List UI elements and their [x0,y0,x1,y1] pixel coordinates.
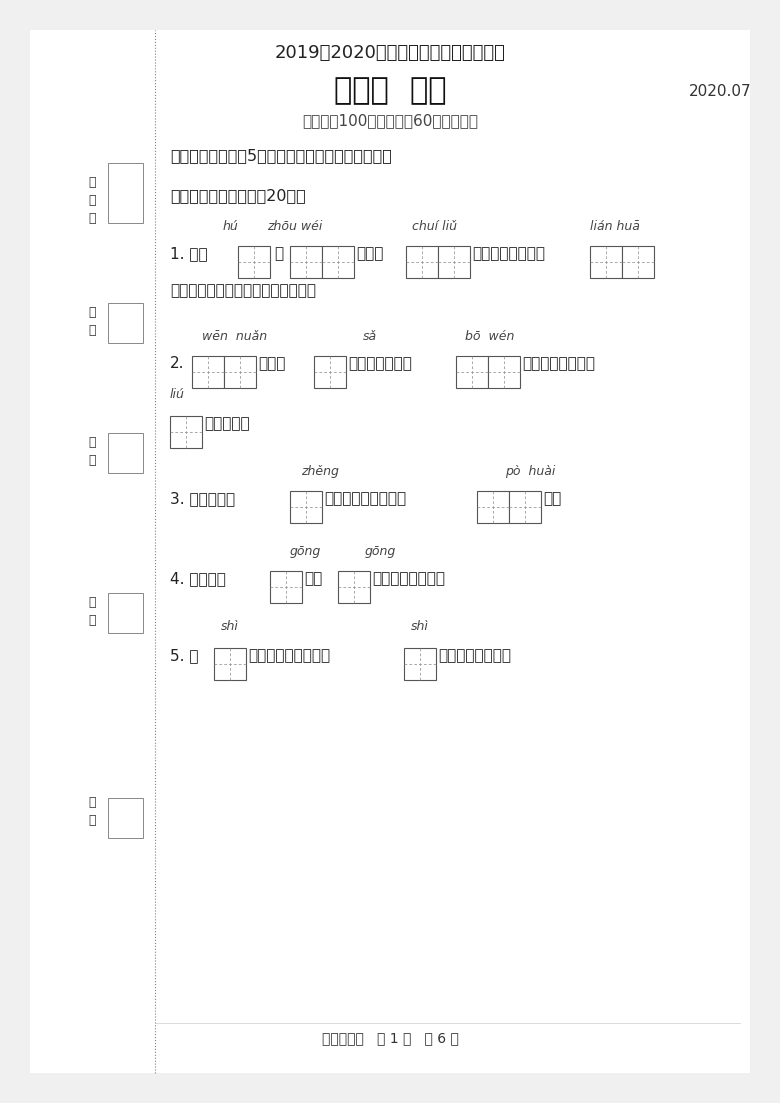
Text: 它。: 它。 [543,492,562,506]
Text: shì: shì [411,620,429,632]
Bar [224,356,256,388]
Text: 各样的花把我们的教: 各样的花把我们的教 [248,649,330,664]
Text: 学: 学 [88,796,96,810]
Bar [509,491,541,523]
Text: ，每当夏天来临，: ，每当夏天来临， [472,246,545,261]
Text: shì: shì [221,620,239,632]
Text: 2.: 2. [170,356,185,372]
Text: zhěng: zhěng [301,464,339,478]
Text: pò  huài: pò huài [505,464,555,478]
Text: 一起游动，是想要: 一起游动，是想要 [522,356,595,372]
Text: 一、整张试卷书写5分，要把字写端正，写漂亮哟！: 一、整张试卷书写5分，要把字写端正，写漂亮哟！ [170,149,392,163]
Bar [290,246,322,278]
Text: 号: 号 [88,213,96,225]
Text: 3. 我们要保护: 3. 我们要保护 [170,492,235,506]
Text: ，成: ，成 [304,571,322,587]
Text: 种满了: 种满了 [356,246,384,261]
Bar [488,356,520,388]
Text: 名: 名 [88,454,96,468]
Text: 班: 班 [88,597,96,610]
Bar [338,571,370,603]
Text: 1. 天鹅: 1. 天鹅 [170,246,207,261]
Bar [108,797,143,838]
Text: 二年级  语文: 二年级 语文 [334,76,446,106]
Bar [404,647,436,681]
Text: chuí liǔ: chuí liǔ [413,219,458,233]
Text: 的: 的 [274,246,283,261]
Text: wēn  nuǎn: wēn nuǎn [203,330,268,343]
Text: 二、看拼音写词语。（20分）: 二、看拼音写词语。（20分） [170,189,306,203]
Bar [238,246,270,278]
Bar [170,416,202,448]
Text: 试: 试 [88,194,96,207]
Text: gōng: gōng [364,545,395,557]
Text: lián huā: lián huā [590,219,640,233]
Text: 级: 级 [88,614,96,628]
Text: 个地球的环境，不能: 个地球的环境，不能 [324,492,406,506]
Bar [314,356,346,388]
Text: 的阳光: 的阳光 [258,356,285,372]
Bar [108,433,143,473]
Text: 学: 学 [88,307,96,320]
Bar [456,356,488,388]
Text: 校: 校 [88,814,96,827]
Bar [270,571,302,603]
Text: bō  wén: bō wén [466,330,515,343]
Bar [108,163,143,223]
Text: liú: liú [170,387,185,400]
Text: 姓: 姓 [88,437,96,450]
Text: 考: 考 [88,176,96,190]
Text: 二年级语文   第 1 页   共 6 页: 二年级语文 第 1 页 共 6 页 [321,1031,459,1045]
Bar [214,647,246,681]
Bar [406,246,438,278]
Bar [192,356,224,388]
Bar [438,246,470,278]
Bar [108,303,143,343]
Text: sǎ: sǎ [363,330,377,343]
Text: 5. 各: 5. 各 [170,649,198,664]
Bar [108,593,143,633]
Text: gōng: gōng [289,545,321,557]
Text: 在湖面上，随着: 在湖面上，随着 [348,356,412,372]
Bar [290,491,322,523]
Text: 打扮得可漂亮了。: 打扮得可漂亮了。 [438,649,511,664]
Text: 号: 号 [88,324,96,338]
Bar [590,246,622,278]
Text: zhōu wéi: zhōu wéi [268,219,323,233]
Bar [477,491,509,523]
Text: 2020.07: 2020.07 [689,84,751,98]
Text: 盛开，枝条摇曳，真是美不胜收啊！: 盛开，枝条摇曳，真是美不胜收啊！ [170,283,316,299]
Text: 2019～2020学年度第二学期期末调研卷: 2019～2020学年度第二学期期末调研卷 [275,44,505,62]
Text: （满分：100分；时间：60分钟完成）: （满分：100分；时间：60分钟完成） [302,114,478,129]
Bar [622,246,654,278]
Text: 射下了九个太阳。: 射下了九个太阳。 [372,571,445,587]
Text: hú: hú [222,219,238,233]
Bar [322,246,354,278]
Text: 下足迹吗？: 下足迹吗？ [204,417,250,431]
Text: 4. 羿拉开神: 4. 羿拉开神 [170,571,226,587]
